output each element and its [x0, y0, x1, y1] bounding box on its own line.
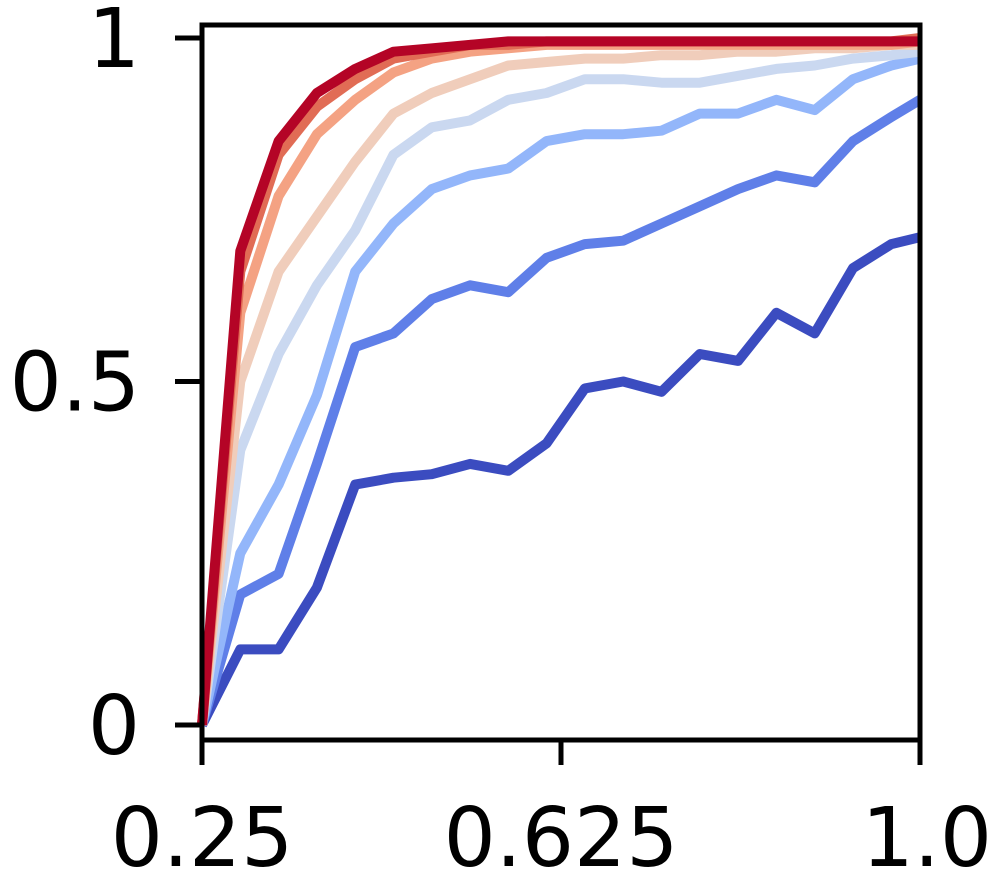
x-tick-label-2: 0.625 [444, 791, 679, 886]
series-line-6 [197, 36, 921, 726]
series-line-4 [197, 46, 921, 726]
axis-ticks: 0.25 0.625 1.0 0 0.5 1 [10, 0, 992, 886]
y-tick-label-3: 1 [88, 0, 140, 87]
series-layer [197, 33, 923, 728]
y-tick-label-2: 0.5 [10, 336, 140, 431]
y-tick-label-1: 0 [88, 679, 140, 774]
x-tick-label-1: 0.25 [111, 791, 294, 886]
plot-frame [199, 22, 923, 743]
x-tick-label-3: 1.0 [862, 791, 992, 886]
series-line-8 [197, 36, 920, 726]
series-line-2 [197, 95, 923, 727]
series-line-3 [197, 53, 922, 727]
series-line-1 [197, 232, 922, 728]
